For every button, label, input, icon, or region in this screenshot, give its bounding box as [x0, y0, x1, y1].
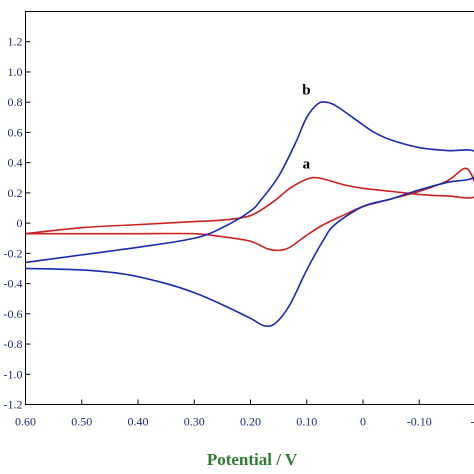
y-tick-label: 0: [17, 216, 23, 230]
series-layer: ab: [25, 83, 474, 328]
series-b-line: [25, 101, 474, 328]
y-tick-label: 1.2: [8, 35, 23, 49]
y-tick-label: 0.6: [8, 125, 23, 139]
x-tick-label: 0.50: [71, 415, 92, 429]
y-tick-label: -0.2: [4, 246, 23, 260]
y-tick-label: 0.4: [8, 156, 23, 170]
y-axis-ticks: 1.2 1.0 0.8 0.6 0.4 0.2 0 -0.2 -0.4 -0.6 -0.8 -1.0 -…: [4, 35, 31, 412]
series-b-label: b: [302, 83, 310, 99]
x-tick-label: -0: [471, 415, 474, 429]
x-axis-title: Potential / V: [207, 450, 298, 469]
x-tick-label: 0.10: [296, 415, 317, 429]
x-tick-label: 0: [360, 415, 366, 429]
y-tick-label: 0.2: [8, 186, 23, 200]
y-tick-label: -1.2: [4, 398, 23, 412]
x-tick-label: 0.20: [240, 415, 261, 429]
x-tick-label: 0.60: [15, 415, 36, 429]
x-tick-label: -0.10: [407, 415, 432, 429]
y-tick-label: -1.0: [4, 367, 23, 381]
series-a-label: a: [303, 157, 311, 173]
series-a-line: [25, 167, 474, 252]
y-tick-label: -0.6: [4, 307, 23, 321]
y-tick-label: 1.0: [8, 65, 23, 79]
y-tick-label: 0.8: [8, 95, 23, 109]
plot-frame: [25, 11, 474, 405]
y-tick-label: -0.8: [4, 337, 23, 351]
x-axis-ticks: 0.60 0.50 0.40 0.30 0.20 0.10 0 -0.10 -0: [15, 399, 474, 429]
x-tick-label: 0.30: [184, 415, 205, 429]
x-tick-label: 0.40: [128, 415, 149, 429]
y-tick-label: -0.4: [4, 277, 23, 291]
